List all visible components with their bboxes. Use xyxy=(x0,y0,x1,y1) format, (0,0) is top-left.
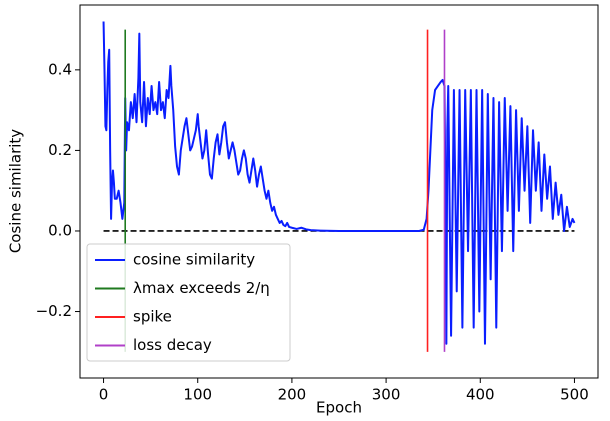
x-axis-label: Epoch xyxy=(316,399,362,417)
legend-label: spike xyxy=(133,308,172,326)
legend-box xyxy=(86,243,291,362)
plot-frame xyxy=(79,4,599,379)
x-tick-label: 200 xyxy=(278,386,307,404)
legend: cosine similarity λmax exceeds 2/η spike lo… xyxy=(86,243,291,362)
legend-label: λmax exceeds 2/η xyxy=(133,279,270,297)
y-tick-label: 0.4 xyxy=(48,60,72,78)
x-tick-label: 500 xyxy=(560,386,589,404)
x-tick-label: 300 xyxy=(372,386,401,404)
y-tick-label: 0.2 xyxy=(48,141,72,159)
legend-label: loss decay xyxy=(133,336,212,354)
x-tick-label: 0 xyxy=(99,386,109,404)
x-tick-label: 400 xyxy=(466,386,495,404)
legend-label: cosine similarity xyxy=(133,251,255,269)
data-line xyxy=(102,21,576,345)
x-tick-label: 100 xyxy=(183,386,212,404)
y-tick-label: 0.0 xyxy=(48,221,72,239)
y-axis-label: Cosine similarity xyxy=(7,129,25,253)
y-tick-label: −0.2 xyxy=(36,302,72,320)
